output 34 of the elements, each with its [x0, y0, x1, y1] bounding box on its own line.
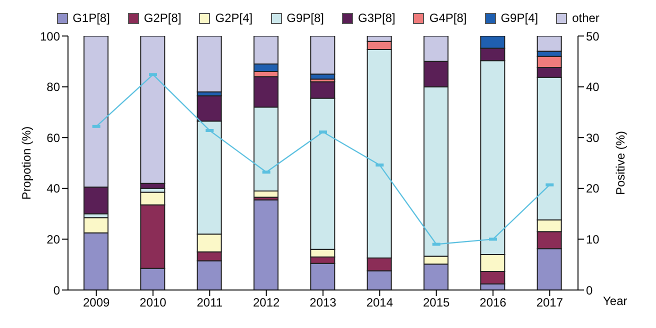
y2-axis-title: Positive (%) — [613, 130, 628, 196]
y-axis-title: Propotion (%) — [19, 126, 34, 200]
x-tick-label: 2011 — [196, 296, 223, 310]
x-tick-label: 2015 — [422, 296, 450, 310]
y-tick-label: 0 — [53, 283, 60, 298]
x-tick-label: 2013 — [310, 296, 337, 310]
y-tick-label: 20 — [46, 232, 60, 246]
x-tick-label: 2014 — [366, 296, 394, 310]
bar — [254, 199, 278, 290]
legend-label: G2P[4] — [214, 11, 253, 25]
legend-label: G3P[8] — [357, 11, 396, 25]
x-tick-label: 2017 — [536, 296, 564, 310]
legend-label: G4P[8] — [428, 11, 467, 25]
x-tick-label: 2010 — [140, 296, 167, 310]
bar — [196, 36, 222, 92]
y2-tick-label: 20 — [586, 182, 600, 196]
legend-label: G2P[8] — [142, 11, 182, 25]
y2-tick-label: 50 — [586, 29, 600, 44]
x-tick-label: 2016 — [480, 296, 507, 310]
y2-tick-label: 10 — [586, 232, 600, 246]
legend-label: G9P[8] — [286, 11, 324, 25]
x-tick-label: 2012 — [252, 296, 280, 310]
y-tick-label: 40 — [46, 182, 60, 196]
y-tick-label: 60 — [46, 130, 60, 145]
y2-tick-label: 0 — [586, 283, 593, 298]
x-axis-title: Year — [603, 294, 628, 308]
y2-tick-label: 40 — [586, 80, 600, 94]
y-tick-label: 80 — [46, 80, 60, 94]
legend-label: G1P[8] — [72, 11, 110, 25]
x-tick-label: 2009 — [82, 296, 110, 310]
legend-label: G9P[4] — [500, 11, 538, 25]
y-tick-label: 100 — [40, 29, 60, 44]
legend-label: other — [571, 11, 600, 25]
y2-tick-label: 30 — [586, 130, 600, 145]
